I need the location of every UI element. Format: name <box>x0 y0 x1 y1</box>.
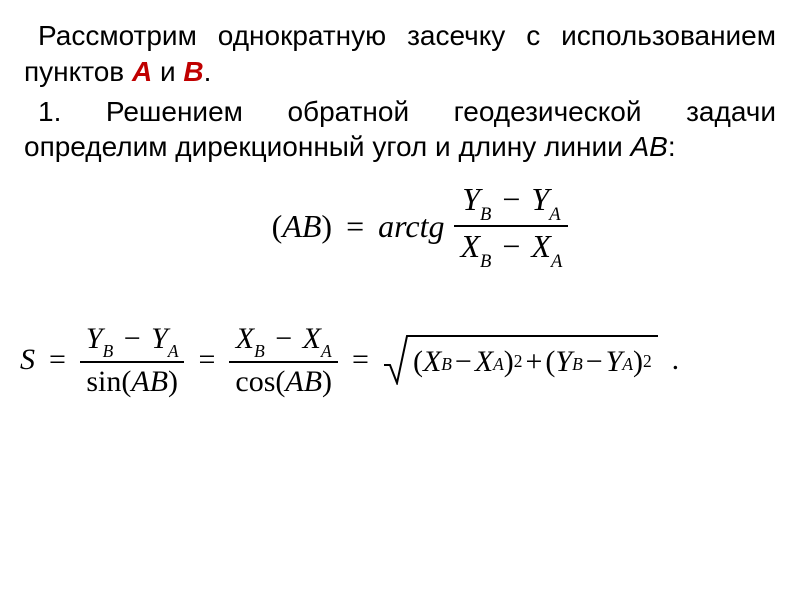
f1-YA: Y <box>531 181 549 217</box>
formula-direction-angle: (AB) = arctg YB − YA XB − XA <box>272 183 569 269</box>
f2-YA1: Y <box>151 322 168 355</box>
f2-pow1: 2 <box>514 351 523 372</box>
f2-frac2-num: XB − XA <box>230 323 338 358</box>
f2-pow2: 2 <box>643 351 652 372</box>
f1-XB: X <box>460 228 480 264</box>
f2-frac1-bar <box>80 361 185 363</box>
f1-arctg: arctg <box>378 208 444 245</box>
f2-eq2: = <box>194 343 219 377</box>
f2-frac2-minus: − <box>272 322 295 355</box>
f1-YA-sub: A <box>549 204 560 225</box>
para1-and: и <box>152 56 183 87</box>
f1-frac-bar <box>454 225 568 227</box>
f2-YB1: Y <box>86 322 103 355</box>
point-B: B <box>183 56 203 87</box>
f1-eq: = <box>342 208 368 245</box>
f2-YA1-sub: A <box>168 341 179 361</box>
line-AB: AB <box>631 131 668 162</box>
f2-XB1-sub: B <box>254 341 265 361</box>
f2-sqrt: (XB − XA)2 + (YB − YA)2 <box>383 335 658 385</box>
f1-num-minus: − <box>499 181 523 217</box>
f1-AB: AB <box>282 208 321 244</box>
para1-post: . <box>204 56 212 87</box>
formula-length: S = YB − YA sin(AB) = XB − XA <box>20 323 679 398</box>
f2-cos: cos <box>235 365 275 398</box>
f1-XA-sub: A <box>551 251 562 272</box>
f2-YB2: Y <box>555 345 572 379</box>
f2-eq3: = <box>348 343 373 377</box>
f1-denominator: XB − XA <box>454 230 568 269</box>
f1-XB-sub: B <box>480 251 491 272</box>
f2-frac1-num: YB − YA <box>80 323 185 358</box>
f2-YB1-sub: B <box>103 341 114 361</box>
f1-YB: Y <box>462 181 480 217</box>
f2-AB2: AB <box>285 365 322 398</box>
f2-dot: . <box>668 343 680 377</box>
f2-frac1-minus: − <box>121 322 144 355</box>
document-page: Рассмотрим однократную засечку с использ… <box>0 0 800 398</box>
f2-XB1: X <box>236 322 254 355</box>
f1-XA: X <box>531 228 551 264</box>
f2-frac2: XB − XA cos(AB) <box>229 323 338 398</box>
f2-frac1: YB − YA sin(AB) <box>80 323 185 398</box>
paragraph-1: Рассмотрим однократную засечку с использ… <box>24 18 776 90</box>
radical-icon <box>383 335 409 385</box>
formula-area: (AB) = arctg YB − YA XB − XA S = <box>24 183 776 398</box>
f2-radicand: (XB − XA)2 + (YB − YA)2 <box>409 335 658 385</box>
f2-YA2-sub: A <box>622 354 633 375</box>
f2-S: S <box>20 343 35 377</box>
f2-rad-plus: + <box>523 345 546 379</box>
f1-den-minus: − <box>499 228 523 264</box>
f2-XA2: X <box>475 345 493 379</box>
f2-YA2: Y <box>606 345 623 379</box>
f2-frac2-bar <box>229 361 338 363</box>
f1-rparen: ) <box>321 208 332 244</box>
f2-sin: sin <box>86 365 121 398</box>
f1-lhs: (AB) <box>272 208 332 245</box>
f2-XA1-sub: A <box>321 341 332 361</box>
f2-AB1: AB <box>131 365 168 398</box>
paragraph-2: 1. Решением обратной геодезической задач… <box>24 94 776 166</box>
f1-lparen: ( <box>272 208 283 244</box>
point-A: A <box>132 56 152 87</box>
f2-XA1: X <box>303 322 321 355</box>
f2-XA2-sub: A <box>493 354 504 375</box>
f2-XB2-sub: B <box>441 354 452 375</box>
f1-fraction: YB − YA XB − XA <box>454 183 568 269</box>
f2-eq1: = <box>45 343 70 377</box>
para2-colon: : <box>668 131 676 162</box>
f2-XB2: X <box>423 345 441 379</box>
f2-rad-minus1: − <box>452 345 475 379</box>
f2-frac2-den: cos(AB) <box>229 366 338 398</box>
f2-YB2-sub: B <box>572 354 583 375</box>
f2-frac1-den: sin(AB) <box>80 366 184 398</box>
f1-numerator: YB − YA <box>456 183 566 222</box>
f2-rad-minus2: − <box>583 345 606 379</box>
f1-YB-sub: B <box>480 204 491 225</box>
